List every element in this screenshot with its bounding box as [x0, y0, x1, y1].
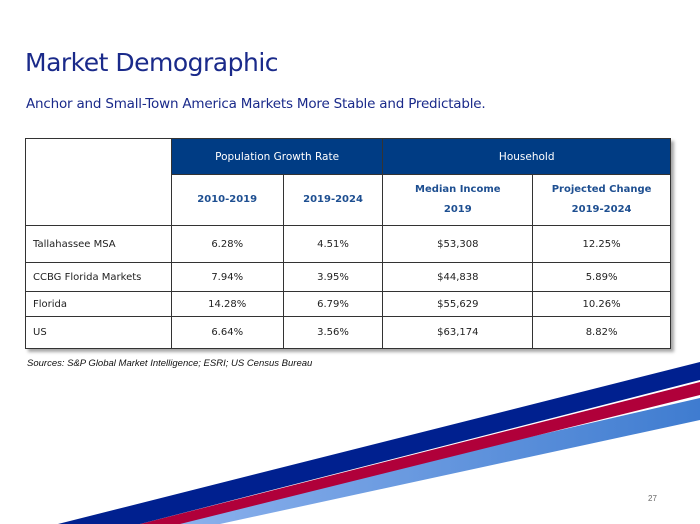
- cell-median-income: $63,174: [382, 316, 534, 349]
- cell-median-income: $55,629: [382, 291, 534, 317]
- cell-pop-2010-2019: 7.94%: [170, 262, 284, 292]
- sources-note: Sources: S&P Global Market Intelligence;…: [27, 358, 313, 369]
- cell-projected-change: 12.25%: [532, 225, 671, 263]
- cell-pop-2010-2019: 6.28%: [170, 225, 284, 263]
- table-row: Tallahassee MSA 6.28% 4.51% $53,308 12.2…: [25, 225, 671, 263]
- swoosh-red-band: [140, 382, 700, 524]
- cell-median-income: $53,308: [382, 225, 534, 263]
- page-title: Market Demographic: [25, 48, 279, 77]
- median-income-label: Median Income: [415, 184, 501, 195]
- subheader-2010-2019: 2010-2019: [170, 174, 284, 226]
- cell-pop-2010-2019: 14.28%: [170, 291, 284, 317]
- cell-projected-change: 10.26%: [532, 291, 671, 317]
- projected-change-years: 2019-2024: [571, 204, 632, 215]
- page-number: 27: [648, 494, 657, 503]
- cell-pop-2019-2024: 3.56%: [282, 316, 384, 349]
- table-row: CCBG Florida Markets 7.94% 3.95% $44,838…: [25, 262, 671, 292]
- cell-pop-2019-2024: 4.51%: [282, 225, 384, 263]
- subheader-2019-2024: 2019-2024: [282, 174, 384, 226]
- row-name: Tallahassee MSA: [25, 225, 172, 263]
- empty-corner-cell: [25, 138, 172, 226]
- table-row: Florida 14.28% 6.79% $55,629 10.26%: [25, 291, 671, 317]
- subheader-projected-change: Projected Change 2019-2024: [532, 174, 671, 226]
- header-household: Household: [382, 138, 671, 175]
- swoosh-navy-band: [58, 362, 700, 524]
- header-population-growth-rate: Population Growth Rate: [170, 138, 384, 175]
- cell-pop-2010-2019: 6.64%: [170, 316, 284, 349]
- cell-projected-change: 5.89%: [532, 262, 671, 292]
- cell-projected-change: 8.82%: [532, 316, 671, 349]
- cell-pop-2019-2024: 6.79%: [282, 291, 384, 317]
- page-subtitle: Anchor and Small-Town America Markets Mo…: [26, 96, 486, 112]
- median-income-year: 2019: [443, 204, 472, 215]
- table-row: US 6.64% 3.56% $63,174 8.82%: [25, 316, 671, 349]
- cell-median-income: $44,838: [382, 262, 534, 292]
- demographics-table: Population Growth Rate Household 2010-20…: [25, 138, 671, 349]
- projected-change-label: Projected Change: [551, 184, 652, 195]
- subheader-median-income: Median Income 2019: [382, 174, 534, 226]
- cell-pop-2019-2024: 3.95%: [282, 262, 384, 292]
- row-name: CCBG Florida Markets: [25, 262, 172, 292]
- row-name: Florida: [25, 291, 172, 317]
- row-name: US: [25, 316, 172, 349]
